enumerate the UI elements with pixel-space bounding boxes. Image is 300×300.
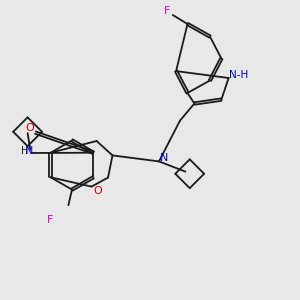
Text: F: F	[47, 214, 54, 225]
Text: F: F	[164, 6, 171, 16]
Text: O: O	[94, 185, 103, 196]
Text: O: O	[25, 123, 34, 133]
Text: H: H	[21, 146, 28, 156]
Text: N: N	[160, 153, 169, 164]
Text: N-H: N-H	[229, 70, 248, 80]
Text: N: N	[25, 146, 33, 156]
